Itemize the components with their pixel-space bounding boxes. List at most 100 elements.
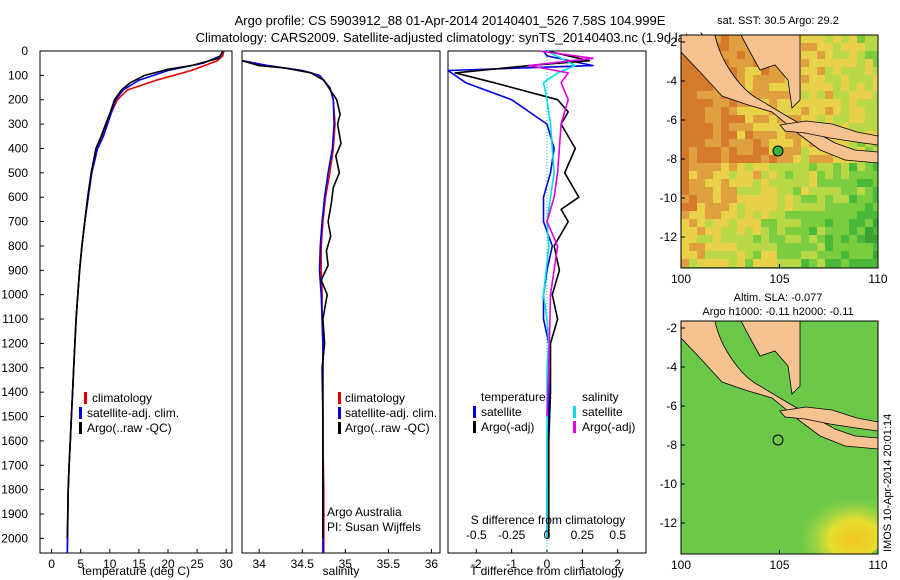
sst-cell [833,243,841,251]
sst-cell [873,211,878,219]
sst-cell [873,107,878,115]
sst-cell [841,211,849,219]
sst-cell [705,259,713,267]
sst-cell [809,243,817,251]
sst-cell [753,123,761,131]
sst-cell [729,163,737,171]
sst-cell [857,235,865,243]
sst-cell [817,235,825,243]
sst-cell [857,123,865,131]
sst-cell [737,123,745,131]
sst-cell [873,75,878,83]
sst-cell [785,195,793,203]
sst-cell [801,107,809,115]
sst-cell [681,235,689,243]
sst-cell [713,155,721,163]
sst-cell [873,251,878,259]
sst-cell [865,227,873,235]
sst-cell [785,187,793,195]
sst-cell [761,107,769,115]
sst-cell [785,235,793,243]
sst-cell [681,59,689,67]
sst-cell [681,219,689,227]
legend-label-climatology: climatology [92,391,152,405]
sst-cell [873,147,878,155]
sst-cell [769,139,777,147]
sst-cell [753,171,761,179]
sst-cell [809,235,817,243]
sst-cell [841,203,849,211]
sst-cell [713,131,721,139]
sst-cell [801,227,809,235]
sst-cell [697,211,705,219]
sst-cell [809,187,817,195]
x-tick-label: 35 [339,557,353,571]
sst-cell [793,219,801,227]
sst-cell [753,187,761,195]
sst-cell [809,115,817,123]
depth-tick-label: 1600 [1,434,28,448]
sst-cell [753,163,761,171]
sst-cell [737,259,745,267]
sst-cell [801,43,809,51]
sst-cell [825,91,833,99]
sst-cell [721,139,729,147]
sst-cell [681,227,689,235]
sst-cell [841,243,849,251]
sst-cell [713,219,721,227]
sst-cell [737,51,745,59]
sst-cell [729,187,737,195]
sst-cell [705,235,713,243]
sst-cell [777,235,785,243]
sst-cell [745,179,753,187]
sst-cell [841,123,849,131]
sst-cell [737,75,745,83]
sst-cell [745,139,753,147]
sst-cell [681,211,689,219]
sst-cell [801,147,809,155]
sst-cell [729,107,737,115]
sst-cell [689,155,697,163]
sst-cell [833,227,841,235]
sst-cell [809,75,817,83]
sst-cell [689,187,697,195]
sst-cell [689,171,697,179]
sst-cell [761,243,769,251]
sst-cell [737,107,745,115]
sst-cell [785,163,793,171]
sst-cell [737,115,745,123]
sst-cell [825,195,833,203]
sst-cell [745,251,753,259]
legend-swatch-temp-argo [473,421,476,433]
sst-cell [697,203,705,211]
temperature-series [66,50,225,554]
sst-cell [785,259,793,267]
sst-cell [817,147,825,155]
sst-cell [809,179,817,187]
sst-cell [705,99,713,107]
sst-cell [705,227,713,235]
sst-cell [793,131,801,139]
sst-cell [713,187,721,195]
map-x-tick-label: 100 [671,558,691,572]
sst-cell [769,243,777,251]
sst-cell [713,195,721,203]
sst-cell [785,99,793,107]
depth-tick-label: 1300 [1,361,28,375]
sst-cell [809,251,817,259]
sst-cell [833,171,841,179]
depth-tick-label: 1900 [1,507,28,521]
sst-cell [857,67,865,75]
sst-cell [873,43,878,51]
sst-cell [777,163,785,171]
sst-cell [729,227,737,235]
sst-cell [833,75,841,83]
sst-cell [833,259,841,267]
sst-cell [737,227,745,235]
sst-cell [857,107,865,115]
sst-cell [769,219,777,227]
sst-cell [729,259,737,267]
sst-cell [841,219,849,227]
sst-cell [793,235,801,243]
